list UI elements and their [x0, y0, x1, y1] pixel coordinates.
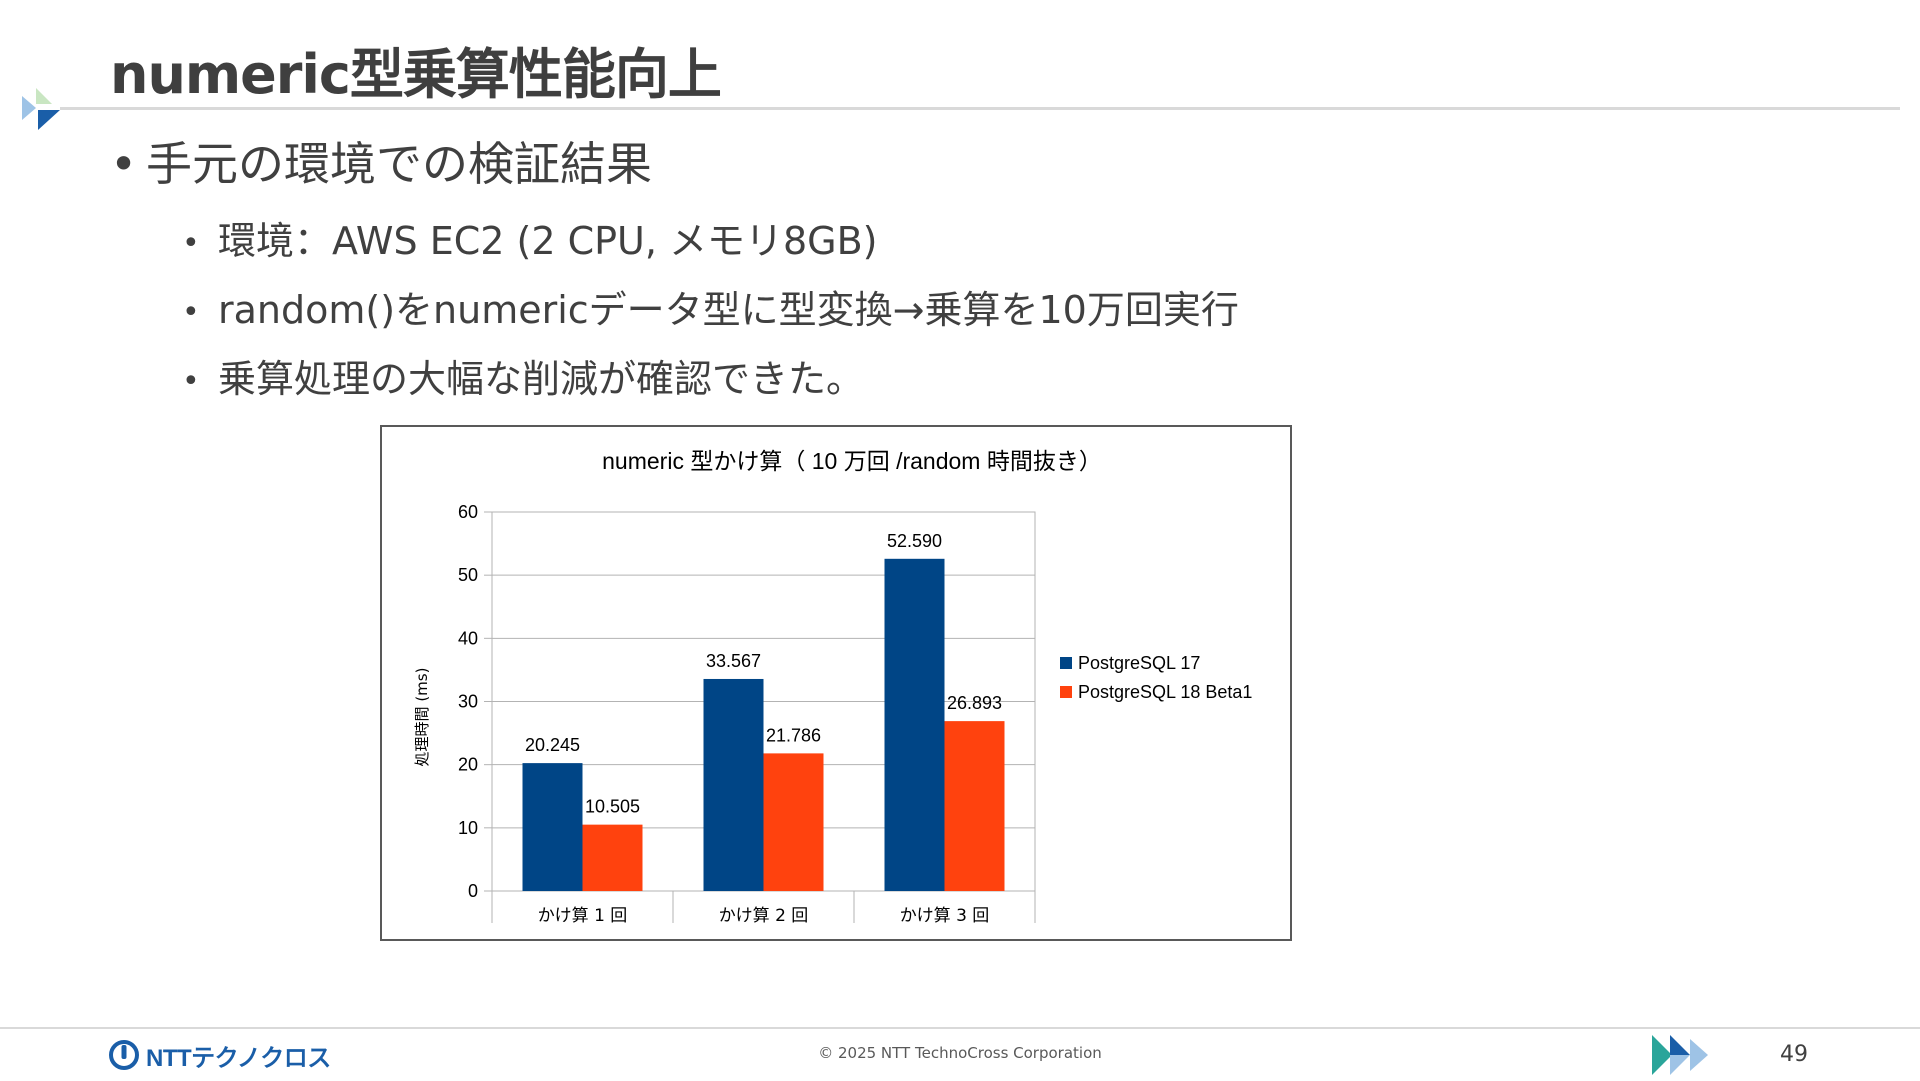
bar-chart: numeric 型かけ算（ 10 万回 /random 時間抜き） 処理時間 (… [380, 425, 1292, 941]
bullet-dot: • [110, 137, 138, 191]
bar [703, 678, 764, 891]
data-label: 21.786 [766, 725, 821, 745]
x-tick-label: かけ算 2 回 [719, 906, 809, 926]
data-label: 20.245 [525, 735, 580, 755]
corner-arrow-icon [22, 88, 66, 136]
data-label: 26.893 [947, 693, 1002, 713]
bullet-sub-2: • random()をnumericデータ型に型変換→乗算を10万回実行 [182, 279, 1239, 334]
chart-title: numeric 型かけ算（ 10 万回 /random 時間抜き） [602, 448, 1102, 474]
bar [522, 763, 583, 891]
data-label: 10.505 [585, 797, 640, 817]
bullet-sub-text: 環境：AWS EC2 (2 CPU, メモリ8GB) [218, 219, 878, 263]
ntt-logo-icon [109, 1040, 139, 1070]
legend-label: PostgreSQL 17 [1078, 653, 1200, 673]
legend-swatch [1060, 657, 1072, 669]
copyright: © 2025 NTT TechnoCross Corporation [818, 1044, 1102, 1062]
legend-swatch [1060, 686, 1072, 698]
bullet-sub-3: • 乗算処理の大幅な削減が確認できた。 [182, 348, 864, 403]
title-divider [60, 107, 1900, 110]
slide-title: numeric型乗算性能向上 [110, 43, 722, 106]
bar [582, 824, 643, 891]
x-tick-label: かけ算 1 回 [538, 906, 628, 926]
bullet-dot: • [182, 226, 200, 261]
x-tick-label: かけ算 3 回 [900, 906, 990, 926]
bullet-sub-text: random()をnumericデータ型に型変換→乗算を10万回実行 [218, 288, 1239, 332]
y-tick-label: 30 [458, 692, 478, 712]
bar [944, 721, 1005, 891]
bullet-sub-text: 乗算処理の大幅な削減が確認できた。 [218, 357, 865, 401]
bullet-dot: • [182, 364, 200, 399]
bullet-main-text: 手元の環境での検証結果 [146, 137, 652, 191]
logo-text: NTTテクノクロス [146, 1044, 331, 1072]
y-tick-label: 50 [458, 565, 478, 585]
y-tick-label: 20 [458, 755, 478, 775]
chart-svg: numeric 型かけ算（ 10 万回 /random 時間抜き） 処理時間 (… [413, 448, 1252, 926]
bullet-main: • 手元の環境での検証結果 [110, 128, 652, 194]
bar [884, 558, 945, 891]
bar [763, 753, 824, 891]
bullet-sub-1: • 環境：AWS EC2 (2 CPU, メモリ8GB) [182, 210, 878, 265]
bullet-dot: • [182, 295, 200, 330]
page-number: 49 [1780, 1042, 1808, 1067]
footer-arrows-icon [1650, 1033, 1720, 1081]
y-tick-label: 10 [458, 818, 478, 838]
company-logo: NTTテクノクロス [108, 1037, 331, 1073]
legend-label: PostgreSQL 18 Beta1 [1078, 682, 1252, 702]
data-label: 52.590 [887, 531, 942, 551]
footer-divider [0, 1027, 1920, 1029]
y-tick-label: 60 [458, 502, 478, 522]
y-axis-label: 処理時間 (ms) [413, 668, 431, 767]
y-tick-label: 0 [468, 881, 478, 901]
data-label: 33.567 [706, 651, 761, 671]
y-tick-label: 40 [458, 628, 478, 648]
